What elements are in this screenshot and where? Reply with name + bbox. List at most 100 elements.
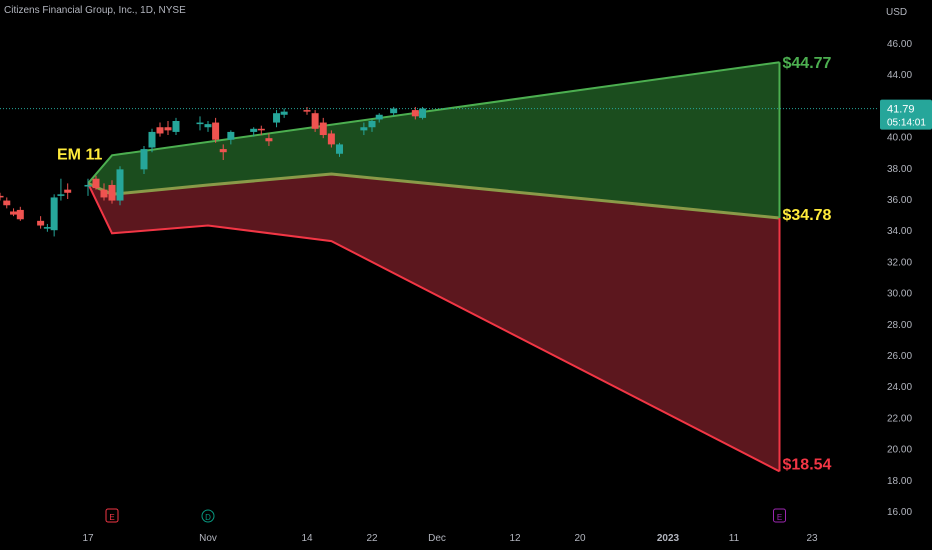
earnings-marker: E	[773, 508, 786, 523]
dividend-icon	[201, 509, 215, 523]
candle-body	[375, 114, 383, 120]
candle	[3, 197, 11, 209]
candle-body	[319, 122, 327, 136]
dividend-marker: D	[201, 509, 215, 523]
candle-body	[156, 127, 164, 134]
event-letter: D	[205, 513, 211, 522]
candle	[172, 117, 180, 136]
candle-body	[16, 209, 24, 220]
candle	[327, 130, 335, 148]
candle	[280, 108, 288, 118]
mid-target-label: $34.78	[783, 207, 832, 224]
candle	[360, 122, 368, 136]
candle-body	[43, 227, 51, 229]
candle-body	[196, 122, 204, 125]
y-tick-label: 28.00	[887, 320, 912, 331]
y-tick-label: 24.00	[887, 382, 912, 393]
y-tick-label: 30.00	[887, 289, 912, 300]
x-tick-label: 2023	[657, 533, 680, 544]
candle-body	[92, 178, 100, 189]
candle	[204, 121, 212, 132]
candle-body	[303, 110, 311, 112]
candle	[64, 183, 72, 199]
candle-body	[280, 111, 288, 115]
candle-body	[390, 108, 398, 114]
candle	[50, 194, 58, 237]
x-tick-label: 20	[574, 533, 586, 544]
candle	[156, 122, 164, 137]
candlesticks	[0, 106, 427, 237]
y-tick-label: 34.00	[887, 226, 912, 237]
earnings-icon	[773, 508, 786, 523]
candle-body	[3, 200, 11, 206]
candle	[10, 208, 18, 217]
candle-body	[419, 108, 427, 118]
y-tick-label: 18.00	[887, 476, 912, 487]
candle	[16, 206, 24, 221]
candle-body	[100, 189, 108, 198]
candle-body	[265, 138, 273, 142]
x-tick-label: 11	[729, 533, 740, 544]
expected-move-zones	[88, 62, 780, 472]
candle	[116, 166, 124, 206]
y-tick-label: 22.00	[887, 413, 912, 424]
candle-body	[116, 169, 124, 201]
candle	[257, 125, 265, 136]
candle-body	[84, 184, 92, 187]
candle	[196, 116, 204, 131]
y-tick-label: 32.00	[887, 257, 912, 268]
candle-body	[10, 211, 18, 215]
candle	[250, 127, 258, 137]
candle-body	[219, 149, 227, 153]
candle	[92, 175, 100, 190]
candle-body	[311, 113, 319, 129]
em-label: EM 11	[57, 147, 102, 164]
candle	[265, 133, 273, 146]
candle	[84, 178, 92, 196]
lower-target-line	[87, 182, 780, 473]
x-tick-label: 12	[509, 533, 521, 544]
candle-body	[327, 133, 335, 145]
candle	[108, 180, 116, 204]
x-tick-label: Dec	[428, 533, 446, 544]
x-tick-label: 23	[806, 533, 818, 544]
candle	[219, 144, 227, 160]
candle-body	[204, 124, 212, 128]
candle-body	[0, 195, 4, 198]
candle-body	[108, 184, 116, 201]
x-tick-label: 22	[366, 533, 378, 544]
x-tick-label: 17	[82, 533, 94, 544]
x-axis[interactable]: 17 Nov 14 22 Dec 12 20 2023 11 23	[82, 533, 818, 544]
candle	[273, 110, 281, 128]
chart-title: Citizens Financial Group, Inc., 1D, NYSE	[4, 5, 186, 16]
y-tick-label: 40.00	[887, 133, 912, 144]
y-axis[interactable]: USD46.0044.0042.0040.0038.0036.0034.0032…	[886, 7, 912, 518]
candle	[57, 178, 65, 201]
candle	[100, 183, 108, 201]
candle-body	[50, 197, 58, 231]
y-tick-label: 16.00	[887, 507, 912, 518]
candle-body	[212, 122, 220, 140]
y-tick-label: 20.00	[887, 445, 912, 456]
candle-body	[273, 113, 281, 123]
earnings-icon	[105, 508, 119, 523]
price-tag-bg	[880, 99, 932, 130]
y-tick-label: 44.00	[887, 70, 912, 81]
candle-body	[37, 220, 45, 226]
y-axis-currency: USD	[886, 7, 907, 18]
candle	[319, 117, 327, 139]
candle-body	[164, 127, 172, 131]
candle-body	[250, 128, 258, 132]
candle-body	[360, 127, 368, 131]
upper-target-line	[87, 61, 780, 185]
price-tag-value: 41.79	[887, 104, 915, 116]
candle	[368, 119, 376, 132]
candle	[419, 106, 427, 120]
y-tick-label: 26.00	[887, 351, 912, 362]
x-tick-label: Nov	[199, 533, 217, 544]
candle	[227, 130, 235, 145]
candle-body	[57, 194, 65, 196]
lower-zone-fill	[88, 174, 780, 472]
